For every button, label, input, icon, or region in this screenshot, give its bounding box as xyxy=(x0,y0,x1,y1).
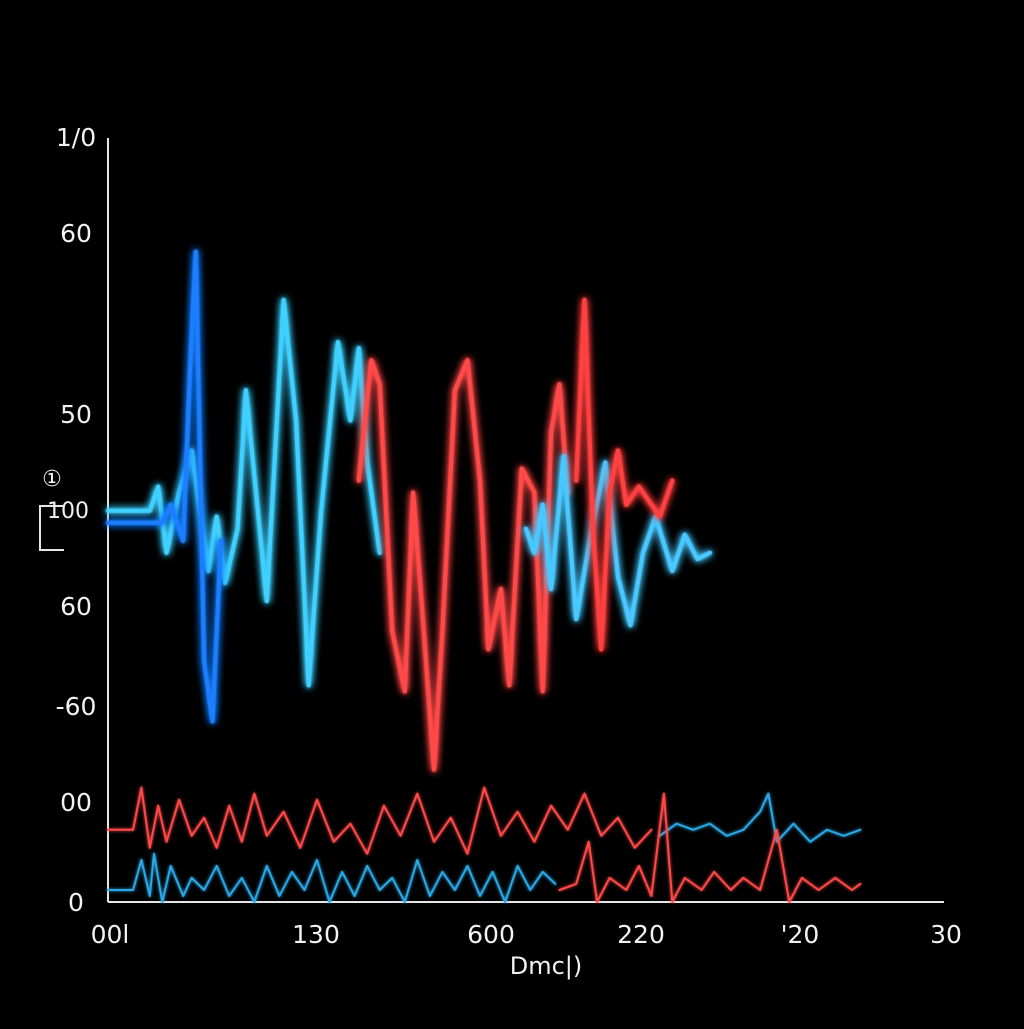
x-tick-labels: 00l 130 600 220 '20 30 xyxy=(91,920,962,949)
side-mark-bracket xyxy=(39,505,64,551)
y-tick-label: -60 xyxy=(56,692,97,721)
x-tick-label: 00l xyxy=(91,920,130,949)
y-tick-label: 60 xyxy=(60,592,92,621)
series-line-8 xyxy=(107,852,557,903)
x-axis-title: Dmc|) xyxy=(510,952,583,980)
series-line-3 xyxy=(356,358,570,772)
series-line-2 xyxy=(106,249,223,724)
x-tick-label: 220 xyxy=(617,920,665,949)
x-tick-label: '20 xyxy=(781,920,820,949)
y-tick-label: 50 xyxy=(60,400,92,429)
series-line-6 xyxy=(107,786,653,855)
y-tick-label: 0 xyxy=(68,888,84,917)
y-tick-label: 60 xyxy=(60,219,92,248)
series-line-4 xyxy=(524,454,712,628)
series-layer xyxy=(106,249,862,903)
x-tick-label: 600 xyxy=(467,920,515,949)
x-tick-label: 130 xyxy=(292,920,340,949)
side-mark-label: ① xyxy=(42,467,62,492)
y-tick-label: 1/0 xyxy=(56,123,96,152)
series-line-7 xyxy=(658,792,862,843)
series-line-1 xyxy=(106,298,382,688)
x-tick-label: 30 xyxy=(930,920,962,949)
side-mark-secondary-label: 100 xyxy=(47,499,89,524)
y-tick-label: 00 xyxy=(60,788,92,817)
series-line-5 xyxy=(574,298,675,652)
series-line-9 xyxy=(558,792,862,903)
